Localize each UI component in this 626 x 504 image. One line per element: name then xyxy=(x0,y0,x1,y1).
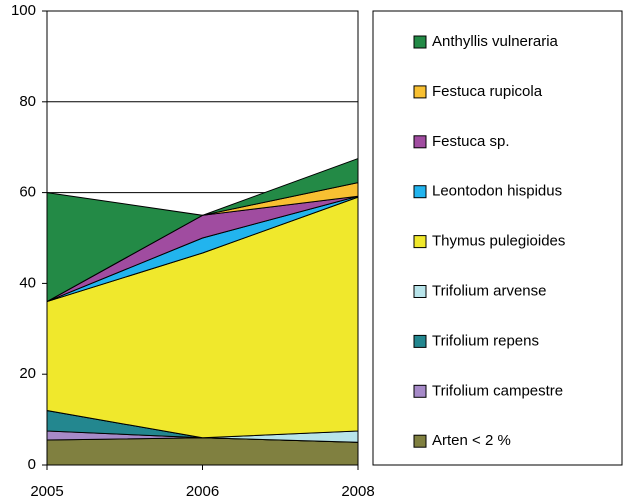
x-tick-label: 2005 xyxy=(30,483,63,500)
legend-label: Trifolium campestre xyxy=(432,382,563,399)
y-tick-label: 100 xyxy=(11,2,36,19)
y-tick-label: 60 xyxy=(19,184,36,201)
y-tick-label: 40 xyxy=(19,274,36,291)
legend-label: Thymus pulegioides xyxy=(432,233,565,250)
legend-swatch xyxy=(413,384,427,398)
y-tick-label: 20 xyxy=(19,365,36,382)
x-tick-label: 2006 xyxy=(186,483,219,500)
legend-swatch xyxy=(413,35,427,49)
legend-label: Leontodon hispidus xyxy=(432,183,562,200)
legend-swatch xyxy=(413,285,427,298)
legend-swatch xyxy=(413,135,427,149)
legend-swatch xyxy=(413,185,427,199)
legend-label: Anthyllis vulneraria xyxy=(432,33,559,50)
legend-swatch xyxy=(413,434,427,448)
legend-swatch xyxy=(413,235,427,249)
legend-label: Trifolium arvense xyxy=(432,282,546,299)
legend-label: Festuca rupicola xyxy=(432,83,543,100)
x-tick-label: 2008 xyxy=(341,483,374,500)
legend-label: Arten < 2 % xyxy=(432,432,511,449)
y-tick-label: 80 xyxy=(19,93,36,110)
legend-swatch xyxy=(413,334,427,348)
legend-label: Trifolium repens xyxy=(432,332,539,349)
legend-swatch xyxy=(413,85,427,99)
area xyxy=(46,437,359,466)
legend-label: Festuca sp. xyxy=(432,133,510,150)
y-tick-label: 0 xyxy=(28,456,36,473)
